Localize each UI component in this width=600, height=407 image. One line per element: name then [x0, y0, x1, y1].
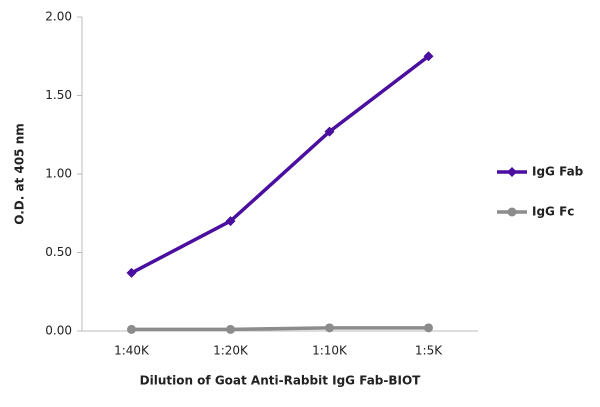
x-tick-label: 1:20K: [213, 344, 249, 358]
y-tick-label: 1.00: [45, 167, 72, 181]
legend-marker: [507, 167, 517, 177]
x-tick-label: 1:10K: [312, 344, 348, 358]
legend-label: IgG Fab: [532, 165, 584, 179]
x-tick-label: 1:40K: [114, 344, 150, 358]
marker: [423, 51, 434, 62]
y-tick-label: 0.50: [45, 245, 72, 259]
y-tick-label: 0.00: [45, 324, 72, 338]
x-tick-label: 1:5K: [415, 344, 443, 358]
x-axis-label: Dilution of Goat Anti-Rabbit IgG Fab-BIO…: [140, 374, 422, 388]
legend-label: IgG Fc: [532, 205, 574, 219]
y-tick-label: 2.00: [45, 10, 72, 24]
series-line: [130, 54, 430, 275]
marker: [225, 216, 236, 227]
series-line: [131, 326, 429, 332]
marker: [126, 267, 137, 278]
marker: [127, 324, 136, 334]
y-tick-label: 1.50: [45, 88, 72, 102]
marker: [424, 323, 433, 333]
marker: [226, 324, 235, 334]
marker: [324, 126, 335, 137]
marker: [325, 323, 334, 333]
legend-marker: [507, 207, 517, 217]
y-axis-label: O.D. at 405 nm: [13, 123, 27, 224]
